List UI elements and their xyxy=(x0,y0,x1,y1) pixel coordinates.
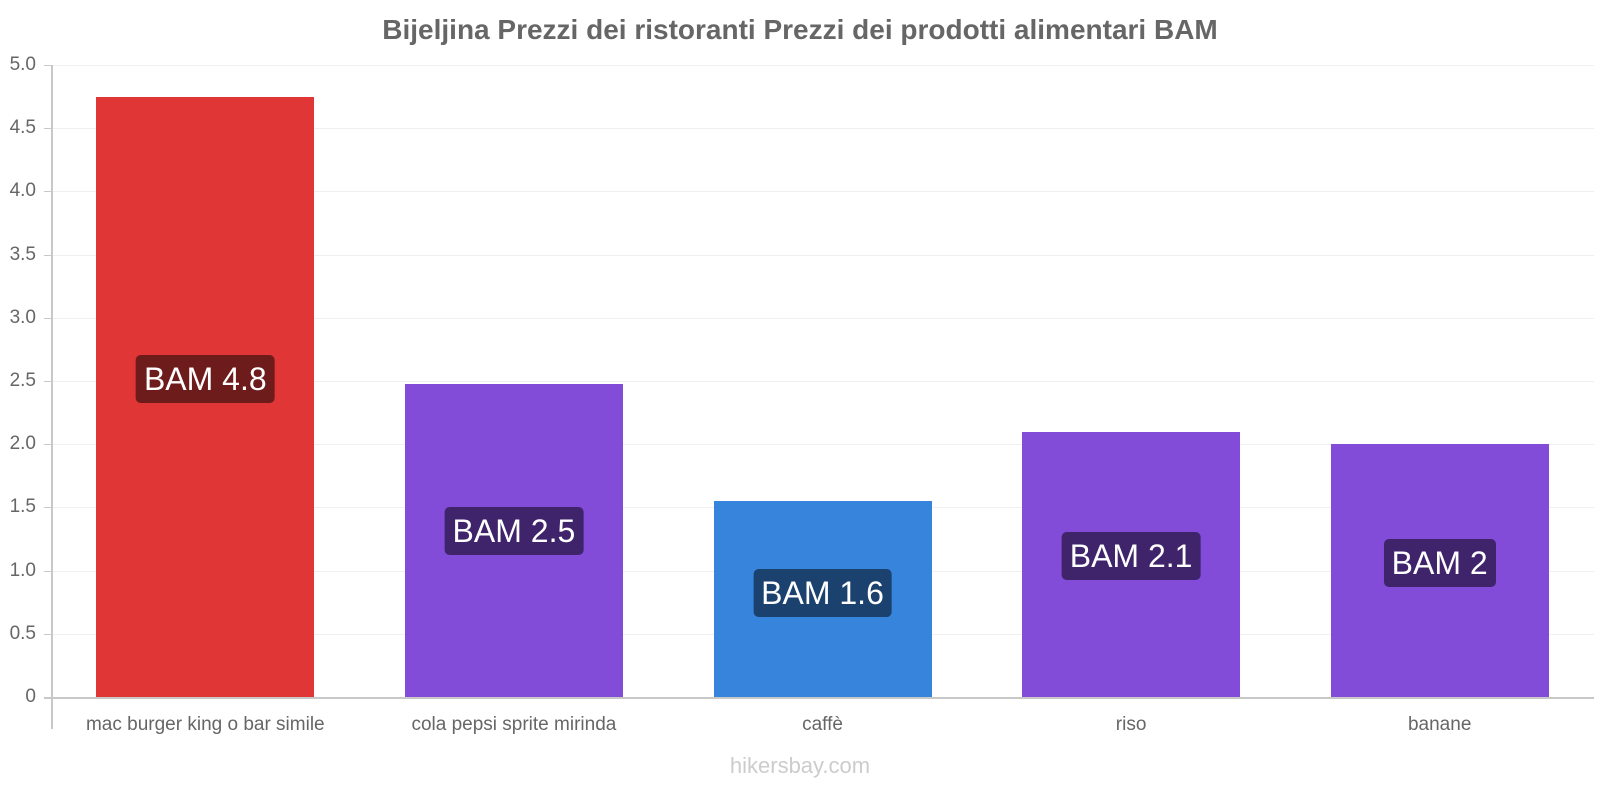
y-tick-label: 3.5 xyxy=(9,243,36,265)
x-axis-line xyxy=(44,697,1594,699)
y-tick-label: 5.0 xyxy=(9,54,36,75)
bar-value-label: BAM 2.1 xyxy=(1061,532,1201,581)
y-tick-mark xyxy=(44,317,52,319)
gridline xyxy=(51,191,1594,193)
y-tick-mark xyxy=(44,191,52,193)
gridline xyxy=(51,381,1594,382)
y-tick-label: 2.5 xyxy=(9,370,36,391)
y-tick-label: 0 xyxy=(25,686,36,707)
y-tick-mark xyxy=(44,128,52,130)
chart-title: Bijeljina Prezzi dei ristoranti Prezzi d… xyxy=(382,14,1218,45)
y-tick-mark xyxy=(44,444,52,446)
y-axis-line xyxy=(51,65,53,729)
y-tick-mark xyxy=(44,507,52,509)
gridline xyxy=(51,128,1594,130)
gridline xyxy=(51,65,1594,66)
y-tick-mark xyxy=(44,254,52,256)
y-tick-mark xyxy=(44,570,52,572)
y-tick-label: 4.0 xyxy=(9,180,36,202)
y-tick-mark xyxy=(44,65,52,66)
y-tick-mark xyxy=(44,381,52,382)
y-tick-label: 1.5 xyxy=(9,496,36,518)
y-tick-label: 0.5 xyxy=(9,622,36,644)
y-tick-label: 2.0 xyxy=(9,433,36,455)
gridline xyxy=(51,444,1594,446)
x-tick-label: riso xyxy=(1115,714,1147,735)
y-tick-label: 1.0 xyxy=(9,559,36,581)
gridline xyxy=(51,254,1594,256)
x-tick-label: caffè xyxy=(802,714,843,735)
bar-value-label: BAM 2.5 xyxy=(444,506,584,555)
bar-value-label: BAM 4.8 xyxy=(135,354,275,403)
x-tick-label: mac burger king o bar simile xyxy=(85,714,325,735)
bar-value-label: BAM 1.6 xyxy=(753,569,892,618)
x-tick-label: cola pepsi sprite mirinda xyxy=(411,714,617,735)
bar-value-label: BAM 2 xyxy=(1383,539,1496,588)
x-tick-label: banane xyxy=(1407,714,1472,735)
watermark: hikersbay.com xyxy=(729,753,871,778)
y-tick-label: 4.5 xyxy=(9,117,36,139)
y-tick-label: 3.0 xyxy=(9,306,36,328)
gridline xyxy=(51,317,1594,319)
y-tick-mark xyxy=(44,633,52,635)
